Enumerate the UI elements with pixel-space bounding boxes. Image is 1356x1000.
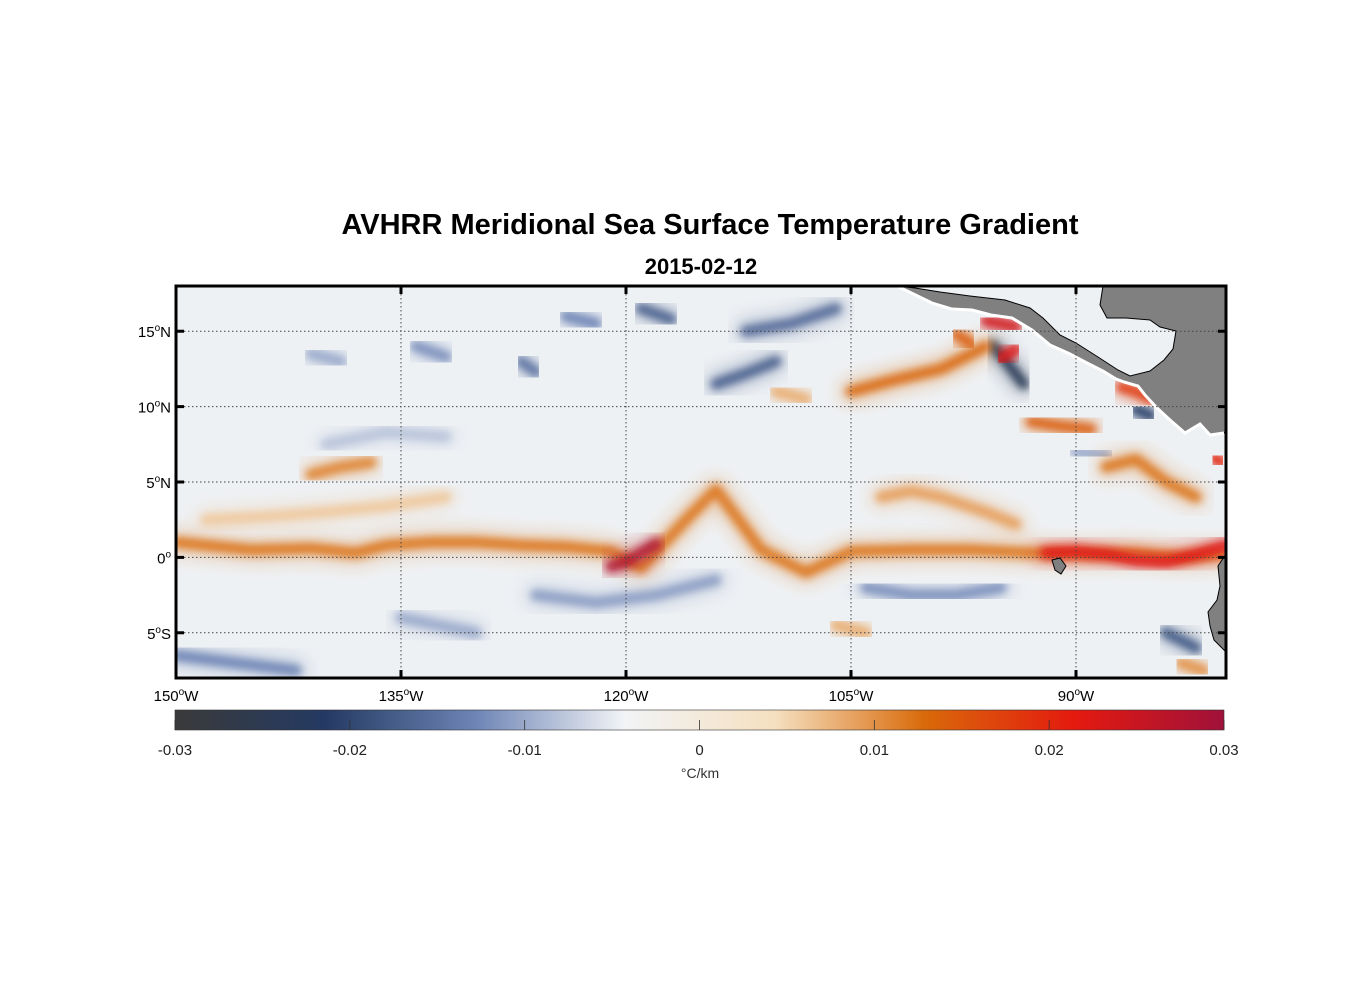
latitude-label: 5oS <box>147 625 171 643</box>
positive-gradient-front <box>1208 452 1226 468</box>
positive-gradient-front <box>200 491 452 526</box>
longitude-label: 135oW <box>379 687 425 705</box>
negative-gradient-front <box>176 649 302 676</box>
negative-gradient-front <box>395 612 482 639</box>
positive-gradient-front <box>1100 453 1202 503</box>
positive-gradient-front <box>830 619 872 639</box>
negative-gradient-front <box>740 303 842 337</box>
colorbar-unit: °C/km <box>681 765 719 781</box>
land-layer <box>896 286 1226 653</box>
positive-gradient-front <box>305 456 377 480</box>
negative-gradient-front <box>635 303 677 325</box>
negative-gradient-front <box>410 340 452 363</box>
longitude-label: 90oW <box>1058 687 1095 705</box>
colorbar-tick-label: -0.01 <box>508 742 542 759</box>
colorbar-tick-label: -0.02 <box>333 742 367 759</box>
negative-gradient-front <box>860 582 1007 601</box>
negative-gradient-front <box>560 310 602 330</box>
negative-gradient-front <box>305 348 347 367</box>
positive-gradient-front <box>1025 416 1097 435</box>
latitude-label: 10oN <box>138 399 171 417</box>
graticule <box>175 286 1226 678</box>
latitude-label: 5oN <box>146 474 171 492</box>
negative-gradient-front <box>1070 446 1112 461</box>
colorbar-unit-degree: ° <box>681 765 687 781</box>
south-america-land <box>1207 553 1226 653</box>
colorbar-tick-label: -0.03 <box>158 742 192 759</box>
galapagos-islands <box>1051 557 1067 575</box>
map-ticks <box>174 286 1226 678</box>
colorbar: -0.03 -0.02 -0.01 0 0.01 0.02 0.03 °C/km <box>158 709 1239 781</box>
positive-gradient-front <box>770 386 812 405</box>
chart-title: AVHRR Meridional Sea Surface Temperature… <box>341 209 1078 241</box>
colorbar-tick-label: 0 <box>695 742 703 759</box>
negative-gradient-front <box>1130 404 1157 422</box>
colorbar-ticks: -0.03 -0.02 -0.01 0 0.01 0.02 0.03 <box>158 720 1239 759</box>
longitude-label: 105oW <box>829 687 875 705</box>
positive-gradient-front <box>845 340 992 398</box>
longitude-label: 120oW <box>604 687 650 705</box>
colorbar-tick-label: 0.01 <box>860 742 889 759</box>
coastline-halo <box>896 286 1225 437</box>
negative-gradient-front <box>1160 627 1202 654</box>
longitude-label: 150oW <box>154 687 200 705</box>
longitude-labels: 150oW 135oW 120oW 105oW 90oW <box>154 687 1095 705</box>
latitude-label: 0o​ <box>157 549 171 567</box>
positive-gradient-front <box>950 328 977 349</box>
positive-gradient-front <box>995 343 1022 364</box>
negative-gradient-front <box>515 355 542 378</box>
colorbar-tick-label: 0.02 <box>1035 742 1064 759</box>
chart-subtitle: 2015-02-12 <box>645 254 758 279</box>
map-area: 15oN 10oN 5oN 0o​ 5oS 150oW 135oW 120oW 105oW 90… <box>138 284 1228 705</box>
latitude-label: 15oN <box>138 323 171 341</box>
colorbar-tick-label: 0.03 <box>1209 742 1238 759</box>
negative-gradient-front <box>320 426 452 450</box>
colorbar-unit-text: C/km <box>686 765 719 781</box>
positive-gradient-front <box>980 315 1022 333</box>
positive-gradient-front <box>875 485 1022 530</box>
latitude-labels: 15oN 10oN 5oN 0o​ 5oS <box>138 323 172 643</box>
positive-gradient-front <box>1175 657 1209 676</box>
negative-gradient-front <box>710 355 782 390</box>
